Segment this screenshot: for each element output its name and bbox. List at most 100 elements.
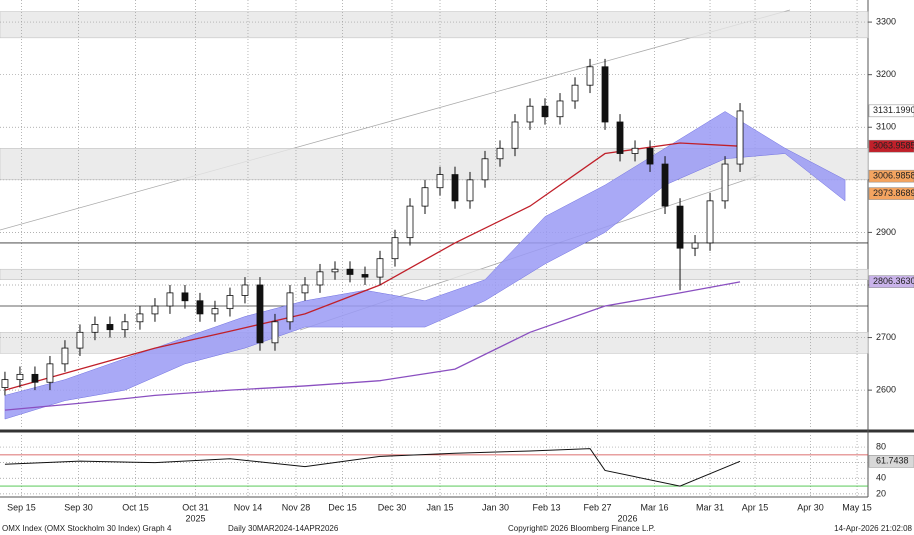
candle-body (16, 373, 24, 381)
rsi-tag (868, 455, 914, 468)
rsi-tick-label: 40 (876, 473, 886, 483)
trend-line (0, 9, 791, 231)
x-tick-label: Dec 15 (328, 502, 357, 512)
footer-text: Daily 30MAR2024-14APR2026 (228, 524, 339, 533)
candle-body (211, 308, 219, 315)
x-tick-label: Nov 28 (282, 502, 311, 512)
candle-body (646, 147, 654, 165)
zone (0, 11, 869, 39)
price-tag (868, 187, 914, 200)
candle-body (106, 324, 114, 331)
candle-body (46, 363, 54, 383)
candle-body (121, 321, 129, 331)
x-tick-label: Jan 15 (426, 502, 453, 512)
x-tick-label: May 15 (842, 502, 872, 512)
y-tick-label: 3100 (876, 122, 896, 132)
candle-body (226, 295, 234, 310)
rsi-tag-label: 61.7438 (876, 456, 909, 466)
rsi-tick-label: 80 (876, 441, 886, 451)
rsi-tick-label: 20 (876, 488, 886, 498)
candle-body (31, 373, 39, 383)
price-tag-label: 3006.9858 (873, 171, 914, 181)
candle-body (1, 379, 9, 388)
candle-body (466, 179, 474, 202)
candle-body (91, 324, 99, 333)
zone (0, 332, 869, 354)
candle-body (721, 163, 729, 202)
y-tick-label: 2700 (876, 332, 896, 342)
candle-body (151, 305, 159, 315)
year-label: 2026 (618, 513, 638, 523)
candle-body (331, 268, 339, 273)
candle-body (406, 205, 414, 239)
candle-body (601, 66, 609, 123)
x-tick-label: Feb 27 (584, 502, 612, 512)
zone (0, 268, 869, 280)
footer-text: 14-Apr-2026 21:02:08 (834, 524, 912, 533)
candle-body (256, 284, 264, 344)
y-tick-label: 2900 (876, 227, 896, 237)
candle-body (316, 271, 324, 286)
price-tag-label: 3131.1990 (873, 105, 914, 115)
moving-average (4, 281, 741, 411)
price-tag-label: 3063.9585 (873, 141, 914, 151)
x-tick-label: Oct 15 (122, 502, 149, 512)
x-tick-label: Feb 13 (532, 502, 560, 512)
candle-body (661, 163, 669, 207)
candle-body (571, 84, 579, 102)
x-tick-label: Sep 30 (64, 502, 93, 512)
candle-body (61, 347, 69, 365)
price-tag (868, 169, 914, 183)
x-tick-label: Sep 15 (7, 502, 36, 512)
price-tag (868, 139, 914, 153)
candle-body (301, 284, 309, 294)
candle-body (181, 292, 189, 302)
x-tick-label: Jan 30 (482, 502, 509, 512)
candle-body (136, 313, 144, 323)
footer-text: OMX Index (OMX Stockholm 30 Index) Graph… (2, 524, 172, 533)
candle-body (391, 237, 399, 260)
candle-body (511, 121, 519, 149)
y-tick-label: 3300 (876, 16, 896, 26)
price-tag-label: 2806.3630 (873, 276, 914, 286)
candle-body (631, 147, 639, 154)
moving-average (4, 142, 741, 391)
candle-body (706, 200, 714, 244)
x-tick-label: Mar 31 (696, 502, 724, 512)
x-tick-label: Mar 16 (641, 502, 669, 512)
candle-body (676, 205, 684, 249)
candle-body (196, 300, 204, 315)
candle-body (586, 66, 594, 86)
year-label: 2025 (185, 513, 205, 523)
candle-body (421, 187, 429, 207)
candle-body (271, 321, 279, 344)
x-tick-label: Apr 30 (797, 502, 824, 512)
x-tick-label: Nov 14 (234, 502, 263, 512)
y-tick-label: 2600 (876, 385, 896, 395)
candle-body (376, 258, 384, 278)
x-tick-label: Oct 31 (182, 502, 209, 512)
price-tag-label: 2973.8689 (873, 188, 914, 198)
candle-body (736, 110, 744, 165)
y-tick-label: 3200 (876, 69, 896, 79)
candle-body (241, 284, 249, 296)
candle-body (436, 174, 444, 189)
candle-body (76, 331, 84, 349)
price-tag (868, 104, 914, 118)
candle-body (481, 158, 489, 181)
candle-body (451, 174, 459, 202)
candle-body (496, 147, 504, 160)
x-tick-label: Dec 30 (378, 502, 407, 512)
candle-body (691, 242, 699, 249)
rsi-line (4, 448, 741, 487)
candle-body (166, 292, 174, 307)
candle-body (541, 105, 549, 118)
x-tick-label: Apr 15 (742, 502, 769, 512)
ichimoku-cloud (4, 111, 846, 420)
candle-body (361, 274, 369, 278)
candle-body (556, 100, 564, 118)
footer-text: Copyright© 2026 Bloomberg Finance L.P. (508, 524, 655, 533)
candle-body (616, 121, 624, 154)
